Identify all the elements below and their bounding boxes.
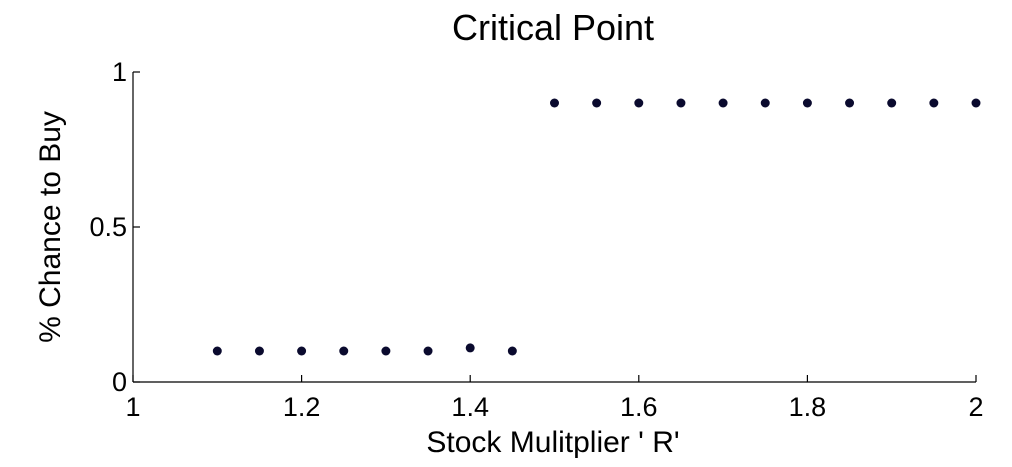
data-point xyxy=(971,98,981,108)
x-tick-label: 1 xyxy=(125,392,140,422)
data-point xyxy=(802,98,812,108)
data-point xyxy=(423,346,433,356)
data-point xyxy=(718,98,728,108)
data-point xyxy=(634,98,644,108)
data-points xyxy=(212,98,981,356)
x-axis-label: Stock Mulitplier ' R' xyxy=(426,426,679,459)
y-tick-label: 0 xyxy=(112,367,127,397)
data-point xyxy=(507,346,517,356)
x-tick-label: 2 xyxy=(968,392,983,422)
data-point xyxy=(845,98,855,108)
x-tick-label: 1.2 xyxy=(283,392,321,422)
y-tick-label: 0.5 xyxy=(89,212,127,242)
data-point xyxy=(297,346,307,356)
x-tick-label: 1.4 xyxy=(451,392,489,422)
data-point xyxy=(929,98,939,108)
data-point xyxy=(592,98,602,108)
x-tick-label: 1.6 xyxy=(620,392,658,422)
data-point xyxy=(212,346,222,356)
data-point xyxy=(381,346,391,356)
axis-ticks: 1 1.2 1.4 1.6 1.8 2 0 0.5 1 xyxy=(89,57,983,422)
data-point xyxy=(465,343,475,353)
data-point xyxy=(254,346,264,356)
data-point xyxy=(887,98,897,108)
x-tick-label: 1.8 xyxy=(789,392,827,422)
y-axis-label: % Chance to Buy xyxy=(34,111,67,343)
chart-title: Critical Point xyxy=(452,7,654,48)
y-tick-label: 1 xyxy=(112,57,127,87)
data-point xyxy=(676,98,686,108)
data-point xyxy=(760,98,770,108)
data-point xyxy=(339,346,349,356)
data-point xyxy=(550,98,559,108)
